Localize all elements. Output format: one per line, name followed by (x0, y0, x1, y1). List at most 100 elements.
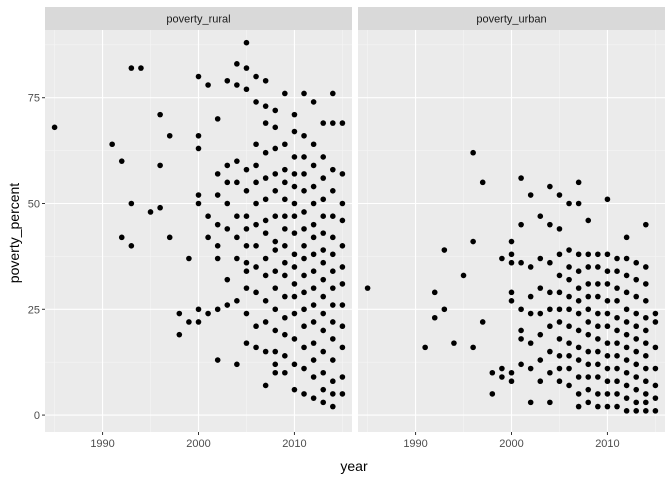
data-point (253, 323, 259, 330)
data-point (301, 209, 307, 215)
data-point (585, 319, 592, 325)
data-point (566, 365, 572, 372)
data-point (272, 124, 279, 131)
facet-strip-label: poverty_urban (476, 14, 546, 26)
data-point (518, 259, 524, 266)
data-point (527, 293, 534, 300)
data-point (291, 154, 298, 160)
data-point (339, 302, 346, 308)
data-point (508, 298, 515, 304)
data-point (282, 259, 288, 266)
data-point (282, 353, 288, 359)
data-point (604, 196, 611, 203)
data-point (614, 378, 620, 385)
data-point (575, 310, 582, 317)
data-point (109, 141, 115, 148)
data-point (633, 386, 640, 393)
data-point (320, 196, 327, 203)
y-tick-label: 0 (34, 410, 40, 422)
data-point (330, 213, 336, 219)
data-point (147, 209, 154, 215)
data-point (595, 391, 601, 397)
data-point (556, 378, 563, 385)
data-point (643, 340, 649, 346)
data-point (623, 369, 630, 376)
data-point (604, 365, 611, 372)
data-point (282, 141, 288, 148)
data-point (575, 298, 582, 304)
data-point (633, 374, 640, 380)
data-point (431, 289, 438, 296)
data-point (575, 344, 582, 351)
data-point (272, 238, 279, 245)
data-point (195, 200, 202, 207)
data-point (575, 374, 582, 380)
data-point (537, 255, 544, 262)
data-point (585, 264, 592, 270)
data-point (291, 386, 298, 393)
data-point (537, 331, 544, 338)
data-point (320, 386, 327, 393)
data-point (604, 268, 611, 275)
data-point (272, 348, 279, 355)
data-point (585, 281, 592, 287)
data-point (330, 234, 336, 241)
data-point (262, 217, 269, 224)
data-point (537, 285, 544, 291)
data-point (234, 361, 240, 368)
data-point (422, 344, 428, 351)
data-point (623, 319, 630, 325)
data-point (556, 306, 563, 313)
data-point (643, 391, 649, 397)
data-point (330, 166, 336, 173)
data-point (176, 310, 183, 317)
data-point (614, 403, 620, 410)
data-point (234, 61, 240, 67)
data-point (214, 192, 221, 198)
data-point (556, 251, 563, 258)
data-point (575, 200, 582, 207)
data-point (330, 251, 336, 258)
data-point (291, 281, 298, 287)
data-point (499, 255, 505, 262)
data-point (460, 272, 467, 279)
data-point (614, 268, 620, 275)
data-point (205, 213, 211, 219)
data-point (301, 132, 307, 139)
data-point (441, 306, 448, 313)
data-point (282, 272, 288, 279)
axes-layer: year poverty_percent (6, 183, 368, 474)
data-point (253, 73, 259, 80)
data-point (291, 361, 298, 368)
data-point (339, 200, 346, 207)
x-tick-label: 2010 (595, 438, 619, 450)
data-point (575, 357, 582, 363)
data-point (301, 154, 307, 160)
data-point (234, 255, 240, 262)
data-point (243, 213, 250, 219)
data-point (556, 289, 563, 296)
data-point (320, 369, 327, 376)
data-point (310, 285, 317, 291)
data-point (604, 378, 611, 385)
data-point (556, 353, 563, 359)
data-point (633, 276, 640, 283)
data-point (262, 196, 269, 203)
data-point (652, 310, 659, 317)
data-point (527, 264, 534, 270)
x-tick-label: 2000 (186, 438, 210, 450)
data-point (614, 314, 620, 321)
data-point (243, 285, 250, 291)
data-point (166, 132, 173, 139)
data-point (556, 272, 563, 279)
data-point (643, 298, 649, 304)
data-point (272, 361, 279, 368)
data-point (272, 188, 279, 194)
data-point (195, 73, 202, 80)
data-point (339, 217, 346, 224)
data-point (614, 391, 620, 397)
data-point (614, 365, 620, 372)
data-point (282, 314, 288, 321)
data-point (320, 327, 327, 334)
data-point (282, 90, 288, 97)
